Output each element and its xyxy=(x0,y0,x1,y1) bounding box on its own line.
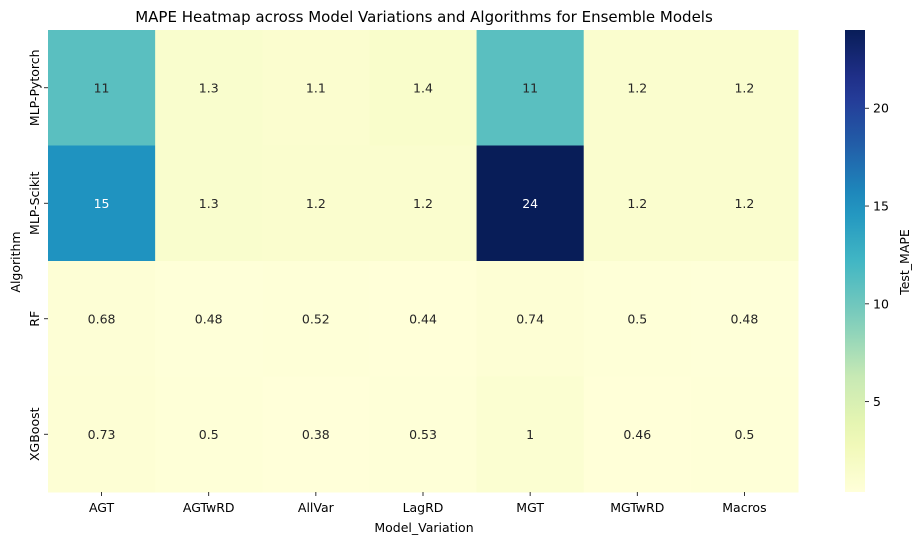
cell-annotation: 15 xyxy=(94,196,110,211)
heatmap-cell xyxy=(690,261,799,377)
colorbar-tick-label: 20 xyxy=(873,101,889,116)
heatmap-cell xyxy=(476,145,585,262)
x-tick-label: AGTwRD xyxy=(183,500,235,515)
cell-annotation: 1.2 xyxy=(627,80,647,95)
cell-annotation: 0.52 xyxy=(302,311,330,326)
cell-annotation: 1.2 xyxy=(734,196,754,211)
chart-title: MAPE Heatmap across Model Variations and… xyxy=(135,8,713,26)
cell-annotation: 1.3 xyxy=(199,80,219,95)
heatmap-cell xyxy=(48,145,156,262)
cell-annotation: 0.74 xyxy=(516,311,544,326)
colorbar-ticks: 5 10 15 20 xyxy=(865,101,889,409)
heatmap-cell xyxy=(583,145,692,262)
heatmap-cell xyxy=(583,30,692,146)
heatmap-cell xyxy=(583,376,692,493)
cell-annotation: 0.5 xyxy=(734,427,754,442)
heatmap-cell xyxy=(155,30,263,146)
cell-annotation: 1.1 xyxy=(306,80,326,95)
heatmap-cell xyxy=(476,376,585,493)
y-tick-label: MLP-Scikit xyxy=(27,171,42,235)
cell-annotation: 0.44 xyxy=(409,311,437,326)
cell-annotation: 1.2 xyxy=(734,80,754,95)
colorbar xyxy=(845,30,865,492)
x-tick-label: LagRD xyxy=(403,500,444,515)
heatmap-cell xyxy=(262,145,370,262)
cell-annotation: 24 xyxy=(522,196,538,211)
heatmap-cell xyxy=(369,376,478,493)
x-tick-label: Macros xyxy=(722,500,766,515)
cell-annotation: 1.2 xyxy=(306,196,326,211)
cell-annotation: 1.2 xyxy=(413,196,433,211)
cell-annotation: 0.38 xyxy=(302,427,330,442)
y-tick-label: XGBoost xyxy=(27,407,42,461)
heatmap-cell xyxy=(369,30,478,146)
cell-annotation: 1.4 xyxy=(413,80,433,95)
cell-annotation: 0.5 xyxy=(627,311,647,326)
colorbar-tick-label: 15 xyxy=(873,199,889,214)
heatmap-cell xyxy=(690,376,799,493)
cell-annotation: 0.53 xyxy=(409,427,437,442)
cell-annotation: 0.68 xyxy=(88,311,116,326)
heatmap-cell xyxy=(690,145,799,262)
x-axis-label: Model_Variation xyxy=(374,520,473,535)
heatmap-cell xyxy=(262,376,370,493)
heatmap-cell xyxy=(48,261,156,377)
heatmap-cell xyxy=(690,30,799,146)
x-tick-label: AllVar xyxy=(298,500,335,515)
y-axis-ticks: MLP-Pytorch MLP-Scikit RF XGBoost xyxy=(27,49,48,461)
colorbar-label: Test_MAPE xyxy=(897,229,912,296)
cell-annotation: 1 xyxy=(526,427,534,442)
cell-annotation: 0.5 xyxy=(199,427,219,442)
y-axis-label: Algorithm xyxy=(8,231,23,292)
x-tick-label: AGT xyxy=(89,500,115,515)
heatmap-cell xyxy=(583,261,692,377)
cell-annotations: 11 1.3 1.1 1.4 11 1.2 1.2 15 1.3 1.2 1.2 24 1.2 1.2 0.… xyxy=(88,80,759,442)
cell-annotation: 1.2 xyxy=(627,196,647,211)
heatmap-cell xyxy=(48,30,156,146)
cell-annotation: 11 xyxy=(522,80,538,95)
heatmap-cell xyxy=(262,30,370,146)
heatmap-cell xyxy=(155,145,263,262)
heatmap-cell xyxy=(476,30,585,146)
cell-annotation: 1.3 xyxy=(199,196,219,211)
y-tick-label: RF xyxy=(27,311,42,327)
y-tick-label: MLP-Pytorch xyxy=(27,49,42,126)
heatmap-cell xyxy=(262,261,370,377)
cell-annotation: 11 xyxy=(94,80,110,95)
heatmap-cell xyxy=(369,261,478,377)
heatmap-cell xyxy=(155,261,263,377)
heatmap-cell xyxy=(476,261,585,377)
heatmap-cells xyxy=(48,30,799,493)
cell-annotation: 0.73 xyxy=(88,427,116,442)
heatmap-cell xyxy=(155,376,263,493)
x-tick-label: MGTwRD xyxy=(610,500,664,515)
cell-annotation: 0.48 xyxy=(731,311,759,326)
colorbar-tick-label: 10 xyxy=(873,296,889,311)
heatmap-cell xyxy=(369,145,478,262)
cell-annotation: 0.48 xyxy=(195,311,223,326)
x-tick-label: MGT xyxy=(516,500,544,515)
heatmap-cell xyxy=(48,376,156,493)
cell-annotation: 0.46 xyxy=(623,427,651,442)
x-axis-ticks: AGT AGTwRD AllVar LagRD MGT MGTwRD Macros xyxy=(89,492,767,515)
colorbar-tick-label: 5 xyxy=(873,394,881,409)
